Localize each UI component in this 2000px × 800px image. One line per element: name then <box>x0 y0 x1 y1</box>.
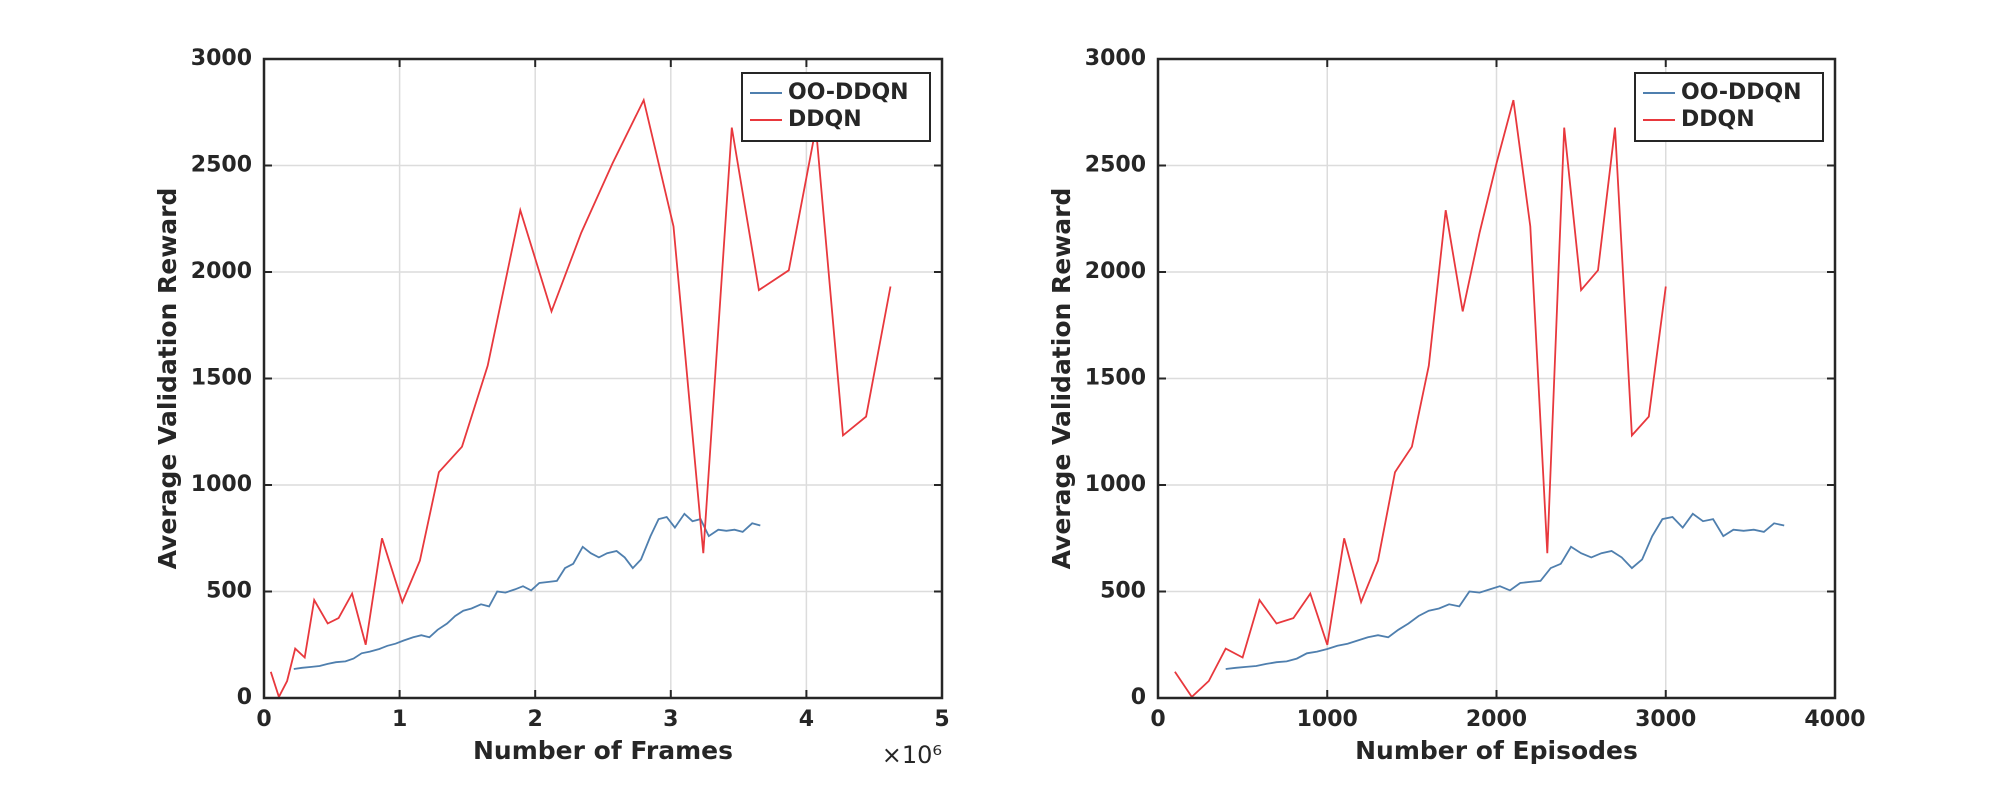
y-tick-label: 2500 <box>191 153 252 178</box>
x-tick-label: 2 <box>528 707 543 732</box>
y-tick-label: 3000 <box>191 46 252 71</box>
y-tick-label: 1000 <box>1085 472 1146 497</box>
data-line <box>1225 512 1785 670</box>
legend-box <box>1634 72 1824 142</box>
x-tick-label: 1 <box>392 707 407 732</box>
x-tick-label: 5 <box>934 707 949 732</box>
y-tick-label: 0 <box>237 685 252 710</box>
data-line <box>269 97 892 700</box>
axes-box <box>1156 57 1837 700</box>
x-tick-label: 4 <box>799 707 814 732</box>
x-tick-label: 1000 <box>1297 707 1358 732</box>
y-axis-label: Average Validation Reward <box>1047 188 1076 570</box>
y-axis-label: Average Validation Reward <box>153 188 182 570</box>
legend-label: DDQN <box>788 107 862 132</box>
y-tick-label: 2500 <box>1085 153 1146 178</box>
x-tick-label: 2000 <box>1466 707 1527 732</box>
axes-box <box>262 57 944 700</box>
y-tick-label: 1500 <box>191 366 252 391</box>
x-tick-label: 0 <box>1150 707 1165 732</box>
y-tick-label: 1500 <box>1085 366 1146 391</box>
y-tick-label: 3000 <box>1085 46 1146 71</box>
legend-box <box>741 72 931 142</box>
y-tick-label: 500 <box>206 579 252 604</box>
y-tick-label: 2000 <box>1085 259 1146 284</box>
x-tick-label: 3 <box>663 707 678 732</box>
x-axis-label: Number of Episodes <box>1355 736 1638 765</box>
x-axis-label: Number of Frames <box>473 736 733 765</box>
x-tick-label: 4000 <box>1804 707 1865 732</box>
x-multiplier: ×10⁶ <box>882 741 942 769</box>
data-line <box>293 512 761 670</box>
y-tick-label: 2000 <box>191 259 252 284</box>
data-line <box>1174 99 1667 699</box>
y-tick-label: 0 <box>1131 685 1146 710</box>
legend-label: OO-DDQN <box>788 80 909 105</box>
y-tick-label: 1000 <box>191 472 252 497</box>
legend-label: DDQN <box>1681 107 1755 132</box>
x-tick-label: 0 <box>256 707 271 732</box>
legend-label: OO-DDQN <box>1681 80 1802 105</box>
y-tick-label: 500 <box>1100 579 1146 604</box>
x-tick-label: 3000 <box>1635 707 1696 732</box>
